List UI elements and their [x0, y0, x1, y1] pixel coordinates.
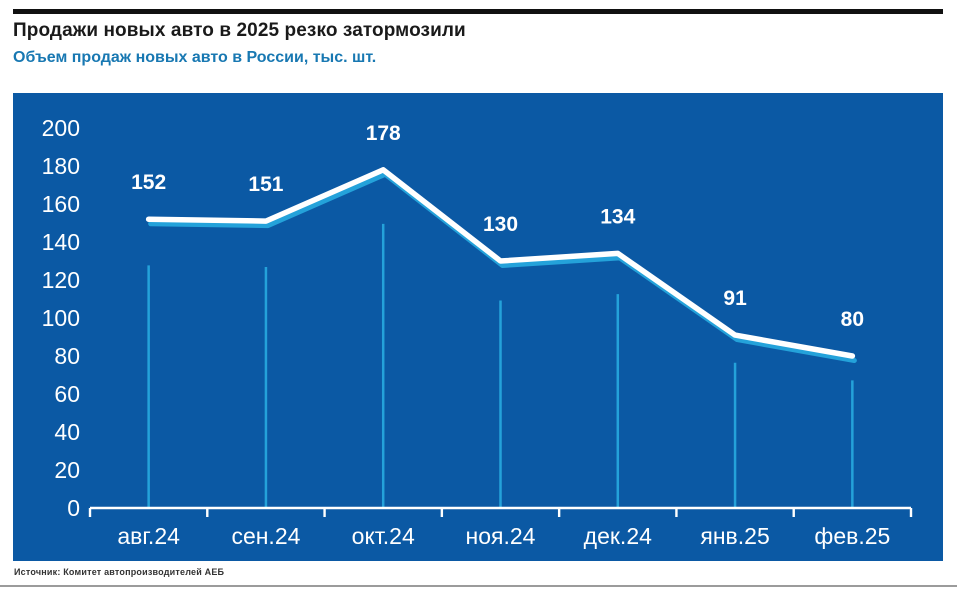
y-axis-tick-label: 160 [42, 191, 80, 217]
x-axis-label: ноя.24 [466, 523, 536, 549]
y-axis-tick-label: 200 [42, 115, 80, 141]
data-label: 130 [483, 213, 518, 236]
bottom-rule [0, 585, 957, 587]
line-chart: 0 20 40 60 80 100 120 140 160 180 200 авг.24 сен.24 о… [42, 115, 913, 549]
y-axis-tick-label: 180 [42, 153, 80, 179]
data-label: 178 [366, 122, 401, 145]
chart-panel: 0 20 40 60 80 100 120 140 160 180 200 авг.24 сен.24 о… [13, 93, 943, 561]
source-note: Источник: Комитет автопроизводителей АЕБ [14, 567, 225, 577]
y-axis-tick-label: 20 [54, 457, 80, 483]
chart-subtitle: Объем продаж новых авто в России, тыс. ш… [13, 49, 377, 66]
page-title: Продажи новых авто в 2025 резко затормоз… [13, 20, 466, 41]
series-line-shadow [148, 171, 857, 363]
y-axis-tick-label: 100 [42, 305, 80, 331]
data-label: 151 [248, 173, 283, 196]
data-label: 80 [841, 308, 864, 331]
x-axis-label: сен.24 [231, 523, 300, 549]
data-label: 134 [600, 205, 635, 228]
top-rule [13, 9, 943, 14]
x-axis-label: дек.24 [584, 523, 652, 549]
x-axis-label: фев.25 [814, 523, 890, 549]
data-label: 152 [131, 171, 166, 194]
y-axis-tick-label: 40 [54, 419, 80, 445]
series-line [145, 167, 856, 359]
y-axis-tick-label: 0 [67, 495, 80, 521]
y-axis-tick-label: 60 [54, 381, 80, 407]
y-axis-tick-label: 80 [54, 343, 80, 369]
y-axis-tick-label: 140 [42, 229, 80, 255]
x-axis-label: окт.24 [352, 523, 415, 549]
y-axis-tick-label: 120 [42, 267, 80, 293]
x-axis-label: авг.24 [117, 523, 180, 549]
data-label: 91 [723, 287, 747, 310]
x-axis-label: янв.25 [700, 523, 769, 549]
